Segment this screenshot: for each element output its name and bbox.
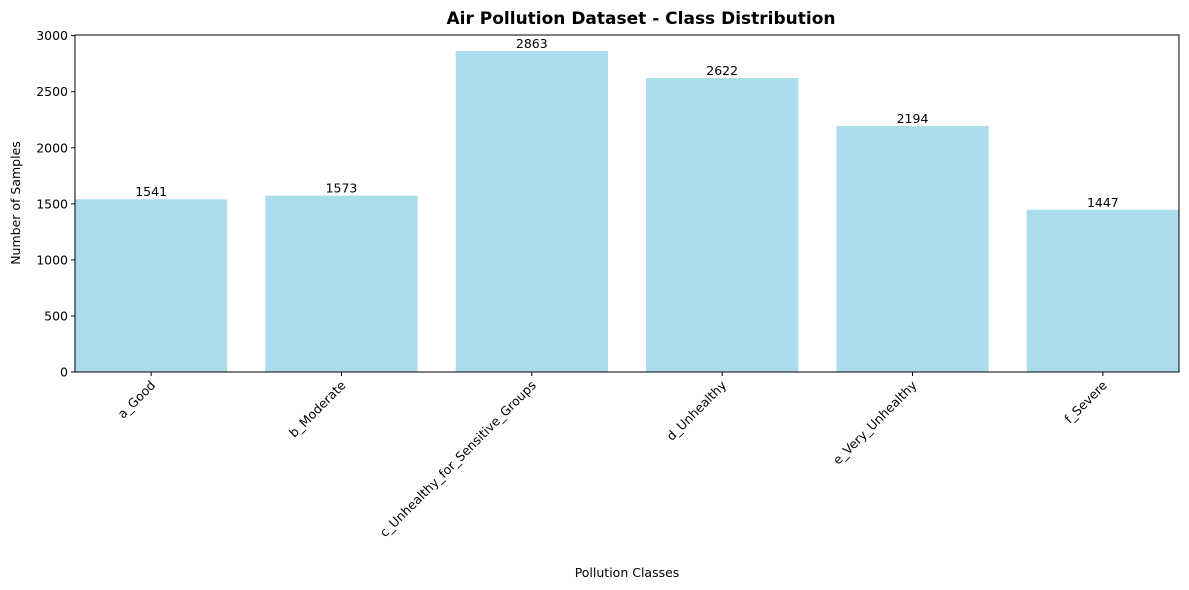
bar-c_Unhealthy_for_Sensitive_Groups	[455, 51, 608, 372]
x-tick-label-a_Good: a_Good	[115, 378, 159, 422]
y-tick-label-500: 500	[44, 308, 68, 323]
bar-e_Very_Unhealthy	[836, 126, 989, 373]
data-label-d_Unhealthy: 2622	[706, 63, 738, 78]
bar-b_Moderate	[265, 195, 418, 372]
y-tick-label-2500: 2500	[36, 84, 68, 99]
x-tick-label-c_Unhealthy_for_Sensitive_Groups: c_Unhealthy_for_Sensitive_Groups	[377, 378, 539, 540]
x-tick-label-b_Moderate: b_Moderate	[286, 377, 349, 440]
y-tick-label-0: 0	[60, 365, 68, 380]
bar-a_Good	[75, 199, 228, 372]
y-tick-label-2000: 2000	[36, 140, 68, 155]
x-tick-label-d_Unhealthy: d_Unhealthy	[663, 377, 729, 443]
plot-frame	[74, 34, 1180, 373]
data-label-c_Unhealthy_for_Sensitive_Groups: 2863	[516, 36, 548, 51]
data-label-e_Very_Unhealthy: 2194	[897, 111, 929, 126]
y-axis-label: Number of Samples	[8, 141, 23, 265]
x-axis: a_Good b_Moderate c_Unhealthy_for_Sensitiv…	[115, 372, 1110, 540]
bar-f_Severe	[1026, 209, 1179, 372]
y-tick-label-1000: 1000	[36, 252, 68, 267]
y-tick-label-3000: 3000	[36, 28, 68, 43]
x-tick-label-f_Severe: f_Severe	[1061, 377, 1110, 426]
y-tick-label-1500: 1500	[36, 196, 68, 211]
x-tick-label-e_Very_Unhealthy: e_Very_Unhealthy	[830, 377, 920, 467]
y-axis: 0 500 1000 1500 2000 2500 3000	[36, 28, 75, 380]
data-label-f_Severe: 1447	[1087, 195, 1119, 210]
data-label-b_Moderate: 1573	[326, 181, 358, 196]
data-labels-group: 1541 1573 2863 2622 2194 1447	[135, 36, 1119, 210]
chart-title: Air Pollution Dataset - Class Distributi…	[446, 9, 835, 29]
data-label-a_Good: 1541	[135, 184, 167, 199]
x-axis-label: Pollution Classes	[575, 565, 680, 580]
bar-d_Unhealthy	[646, 78, 799, 373]
bars-group	[75, 51, 1179, 373]
